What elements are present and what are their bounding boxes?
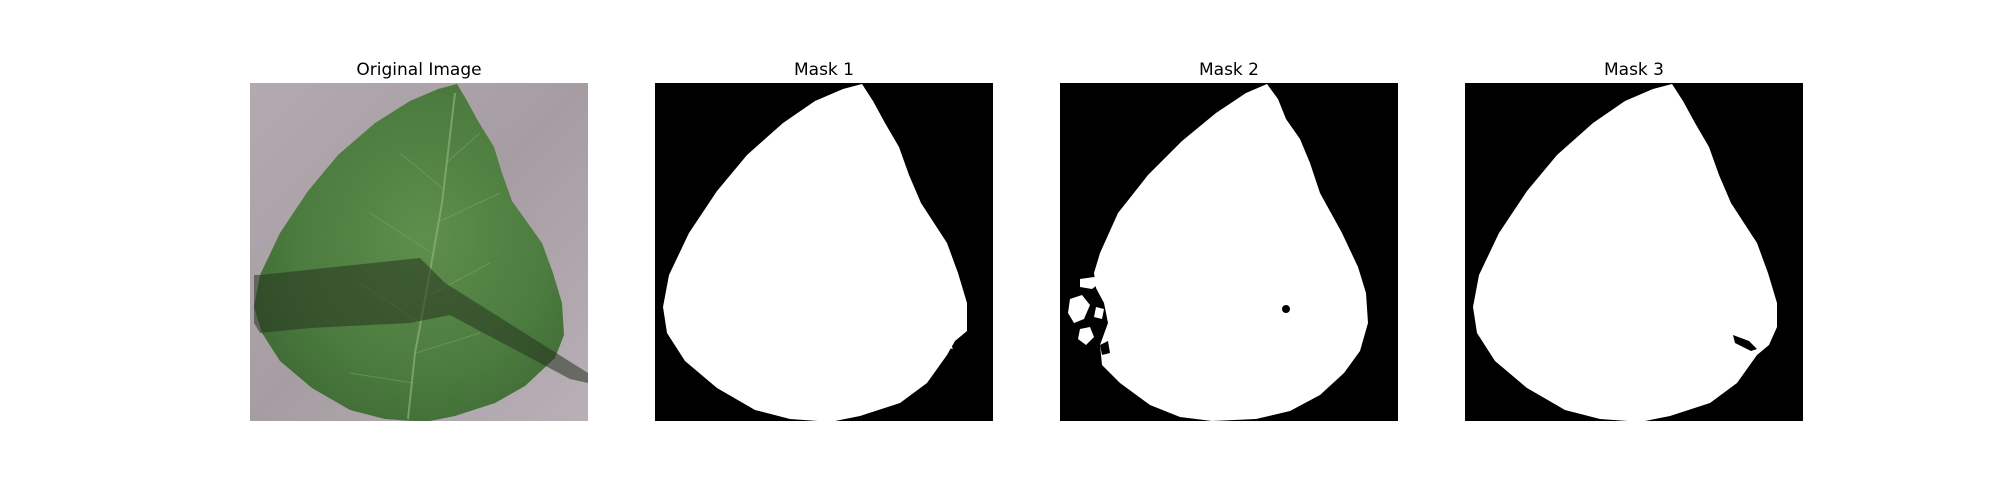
mask-hole: [1282, 305, 1290, 313]
mask-notch: [1100, 341, 1110, 355]
panel-original-image: Original Image: [250, 57, 588, 421]
mask-foreground: [663, 84, 967, 421]
panel-title: Mask 1: [793, 60, 854, 80]
panel-mask-3: Mask 3: [1465, 57, 1803, 421]
mask-artifact: [1733, 335, 1757, 351]
panel-mask-1: Mask 1: [655, 57, 993, 421]
mask-foreground: [1094, 84, 1368, 421]
mask-artifact: [937, 339, 953, 349]
mask-speckles: [1068, 277, 1104, 345]
mask-foreground: [1473, 84, 1777, 421]
shadow-overlay: [254, 258, 588, 383]
panel-title: Mask 3: [1603, 60, 1664, 80]
panel-title: Original Image: [356, 60, 482, 80]
mask-2-image: [1060, 83, 1398, 421]
original-leaf-photo: [250, 83, 588, 421]
panel-title: Mask 2: [1198, 60, 1259, 80]
mask-1-image: [655, 83, 993, 421]
leaf-shape: [254, 84, 564, 421]
panel-mask-2: Mask 2: [1060, 57, 1398, 421]
mask-3-image: [1465, 83, 1803, 421]
